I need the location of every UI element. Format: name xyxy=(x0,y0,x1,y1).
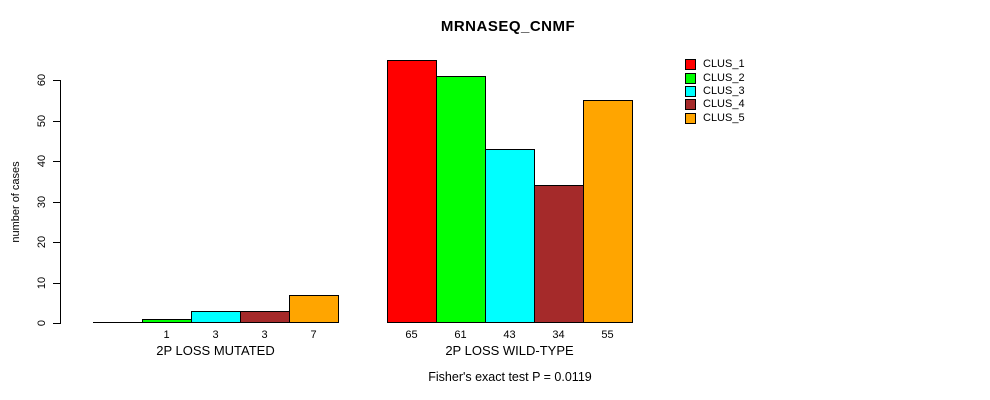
legend-label: CLUS_2 xyxy=(703,71,745,84)
fisher-test-annotation: Fisher's exact test P = 0.0119 xyxy=(428,370,592,384)
bar-value-label: 7 xyxy=(310,329,317,341)
bar-value-label: 55 xyxy=(601,329,614,341)
y-tick-label: 50 xyxy=(36,114,48,127)
legend: CLUS_1 CLUS_2 CLUS_3 CLUS_4 CLUS_5 xyxy=(685,58,745,125)
legend-label: CLUS_5 xyxy=(703,111,745,124)
bar-value-label: 61 xyxy=(454,329,467,341)
bar-value-label: 3 xyxy=(212,329,219,341)
bar-clus_4 xyxy=(240,311,290,323)
bar-clus_1 xyxy=(387,60,437,323)
bar-clus_2 xyxy=(142,319,192,323)
legend-swatch-icon xyxy=(685,72,696,84)
y-tick-mark xyxy=(53,201,60,203)
bar-clus_4 xyxy=(534,185,584,323)
y-tick-label: 0 xyxy=(36,319,48,327)
legend-label: CLUS_1 xyxy=(703,58,745,71)
bar-value-label: 65 xyxy=(405,329,418,341)
group-label: 2P LOSS WILD-TYPE xyxy=(445,343,574,358)
bar-value-label: 34 xyxy=(552,329,565,341)
legend-swatch-icon xyxy=(685,85,696,97)
y-tick-mark xyxy=(53,161,60,162)
y-tick-label: 60 xyxy=(36,73,48,87)
y-tick-label: 10 xyxy=(36,276,48,289)
bar-value-label: 3 xyxy=(261,329,268,341)
legend-item-clus_1: CLUS_1 xyxy=(685,58,745,71)
bar-value-label: 1 xyxy=(163,329,170,341)
y-tick-label: 30 xyxy=(36,195,48,208)
bar-clus_3 xyxy=(485,149,535,323)
legend-swatch-icon xyxy=(685,99,696,111)
legend-swatch-icon xyxy=(685,112,696,124)
y-tick-mark xyxy=(53,120,60,122)
bar-clus_2 xyxy=(436,76,486,323)
y-tick-mark xyxy=(53,323,60,324)
y-tick-label: 20 xyxy=(36,235,48,249)
y-tick-mark xyxy=(53,282,60,284)
bar-value-label: 43 xyxy=(503,329,516,341)
legend-item-clus_2: CLUS_2 xyxy=(685,71,745,84)
legend-item-clus_4: CLUS_4 xyxy=(685,98,745,111)
chart-title: MRNASEQ_CNMF xyxy=(440,18,576,35)
legend-swatch-icon xyxy=(685,59,696,71)
y-tick-label: 40 xyxy=(36,154,48,168)
legend-item-clus_5: CLUS_5 xyxy=(685,112,745,125)
y-axis-line xyxy=(60,80,61,324)
bar-clus_5 xyxy=(583,100,633,323)
y-tick-mark xyxy=(53,80,60,81)
group-label: 2P LOSS MUTATED xyxy=(156,343,275,358)
y-tick-mark xyxy=(53,242,60,243)
y-axis-title: number of cases xyxy=(10,160,22,243)
bar-clus_1 xyxy=(93,322,143,323)
bar-clus_5 xyxy=(289,295,339,323)
bar-clus_3 xyxy=(191,311,241,323)
legend-item-clus_3: CLUS_3 xyxy=(685,85,745,98)
legend-label: CLUS_4 xyxy=(703,98,745,111)
legend-label: CLUS_3 xyxy=(703,84,745,97)
